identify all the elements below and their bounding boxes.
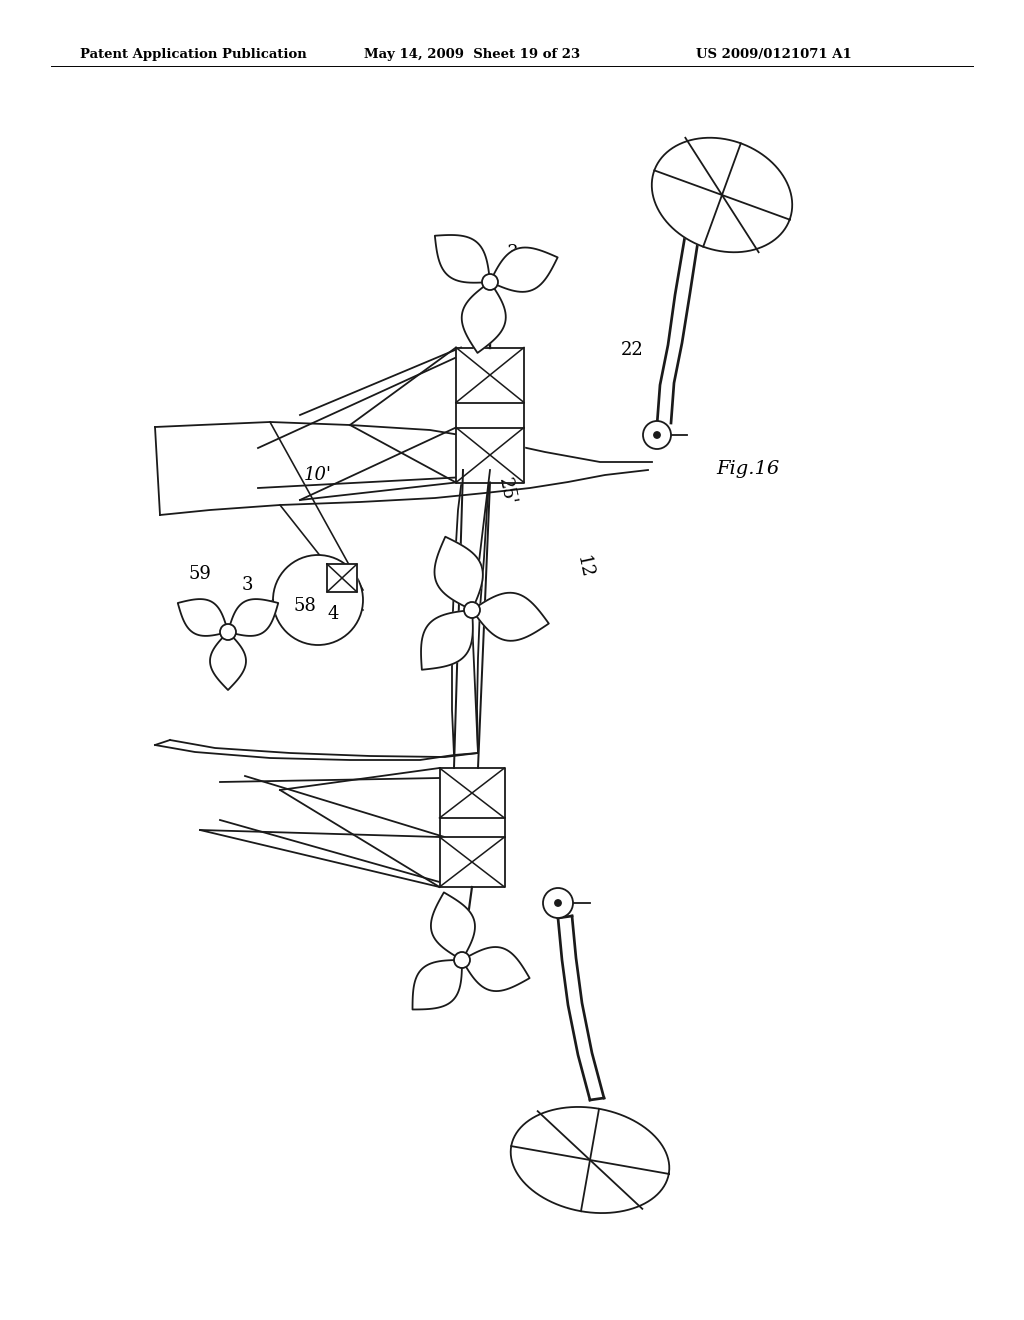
Text: 22: 22 xyxy=(621,341,643,359)
Polygon shape xyxy=(210,632,246,690)
Circle shape xyxy=(273,554,362,645)
Polygon shape xyxy=(413,960,462,1010)
Polygon shape xyxy=(431,892,475,960)
Text: 3: 3 xyxy=(506,244,518,263)
Polygon shape xyxy=(434,537,483,610)
Polygon shape xyxy=(178,599,228,636)
Text: Fig.16: Fig.16 xyxy=(716,459,779,478)
Text: US 2009/0121071 A1: US 2009/0121071 A1 xyxy=(696,49,852,61)
Text: 25': 25' xyxy=(496,475,518,507)
Text: 3: 3 xyxy=(242,576,254,594)
Circle shape xyxy=(543,888,573,917)
Polygon shape xyxy=(462,282,506,352)
Polygon shape xyxy=(155,741,478,760)
Circle shape xyxy=(654,432,660,438)
Polygon shape xyxy=(439,837,505,887)
Polygon shape xyxy=(490,248,558,292)
Circle shape xyxy=(454,952,470,968)
Circle shape xyxy=(220,624,236,640)
Circle shape xyxy=(482,275,498,290)
Polygon shape xyxy=(511,1107,670,1213)
Polygon shape xyxy=(421,610,473,669)
Polygon shape xyxy=(435,235,490,282)
Text: 12: 12 xyxy=(572,554,595,581)
Polygon shape xyxy=(327,564,357,591)
Polygon shape xyxy=(456,347,524,403)
Polygon shape xyxy=(439,768,505,818)
Polygon shape xyxy=(462,946,529,991)
Circle shape xyxy=(464,602,480,618)
Circle shape xyxy=(643,421,671,449)
Polygon shape xyxy=(155,422,652,515)
Text: 59: 59 xyxy=(188,565,211,583)
Polygon shape xyxy=(472,593,549,640)
Circle shape xyxy=(555,900,561,906)
Text: 58: 58 xyxy=(294,597,316,615)
Text: 10': 10' xyxy=(303,466,332,484)
Polygon shape xyxy=(652,137,793,252)
Text: 4: 4 xyxy=(327,605,339,623)
Polygon shape xyxy=(228,599,279,636)
Text: May 14, 2009  Sheet 19 of 23: May 14, 2009 Sheet 19 of 23 xyxy=(364,49,580,61)
Polygon shape xyxy=(456,428,524,483)
Text: Patent Application Publication: Patent Application Publication xyxy=(80,49,306,61)
